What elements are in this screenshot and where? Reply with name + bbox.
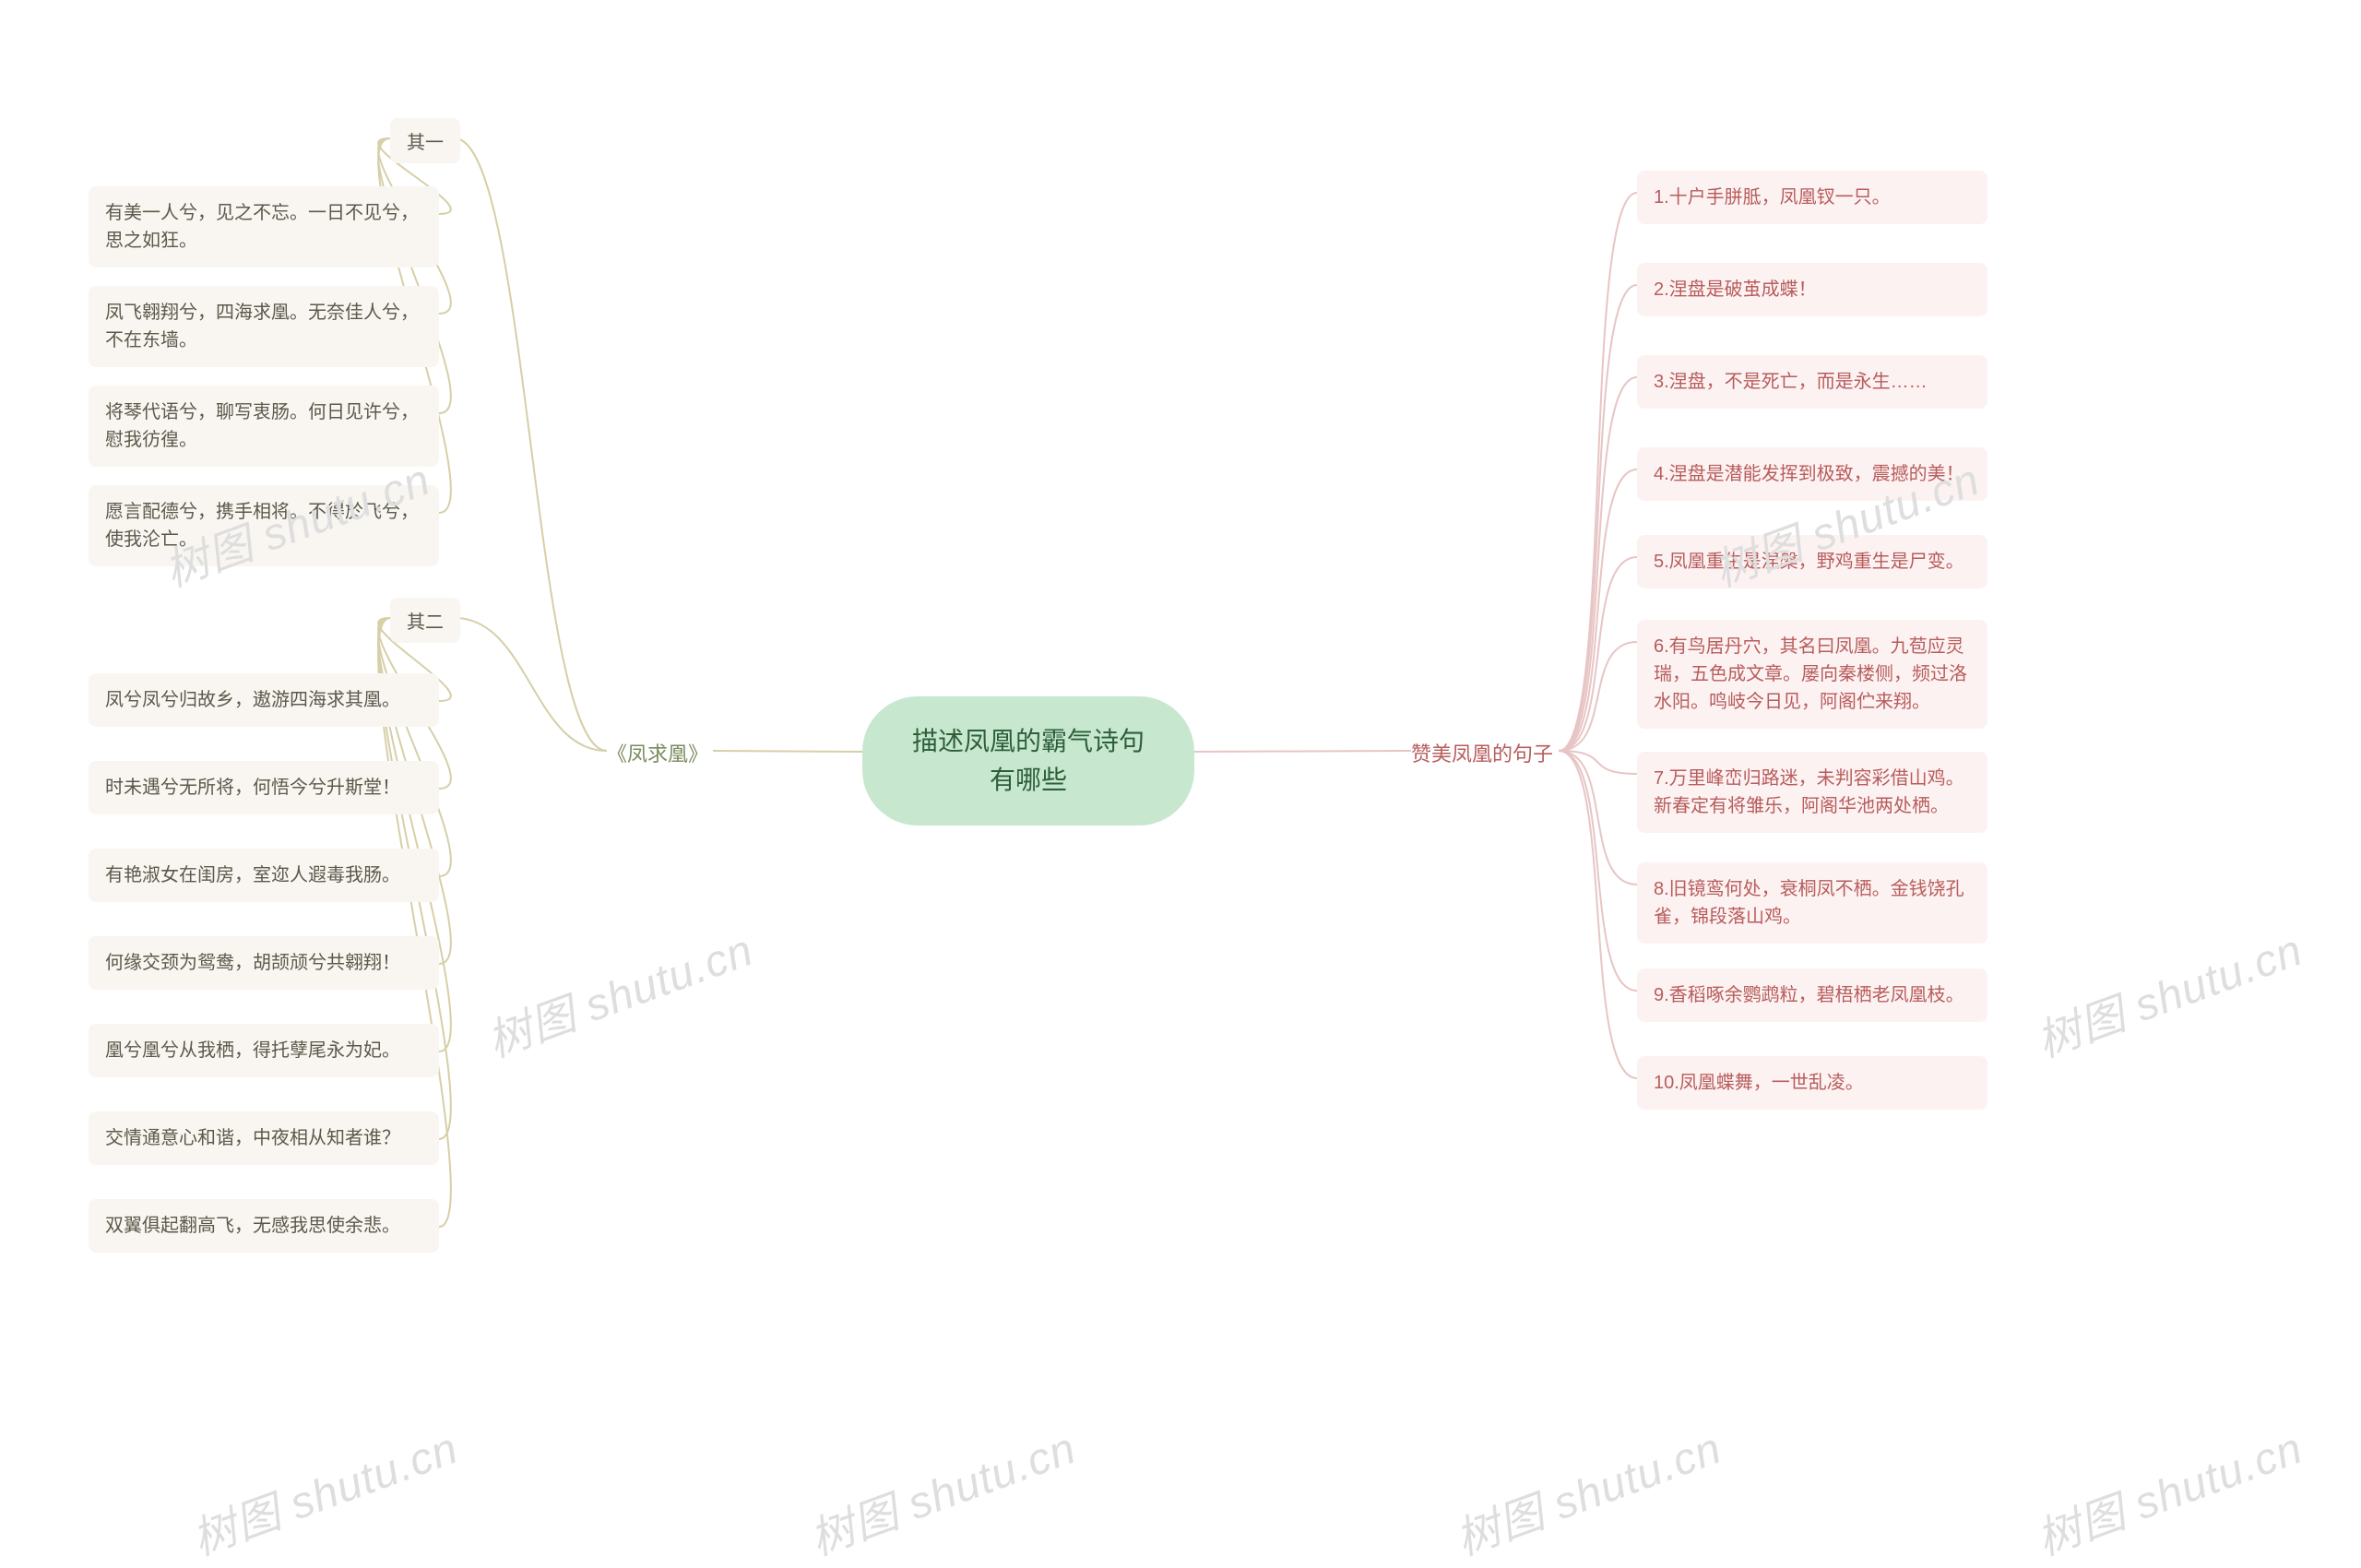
leaf-right: 7.万里峰峦归路迷，未判容彩借山鸡。新春定有将雏乐，阿阁华池两处栖。 — [1637, 752, 1987, 833]
leaf-right: 2.涅盘是破茧成蝶！ — [1637, 263, 1987, 316]
leaf-right: 3.涅盘，不是死亡，而是永生…… — [1637, 355, 1987, 409]
watermark: 树图 shutu.cn — [2026, 1412, 2310, 1568]
leaf-left: 将琴代语兮，聊写衷肠。何日见许兮，慰我彷徨。 — [89, 386, 439, 467]
leaf-left: 何缘交颈为鸳鸯，胡颉颃兮共翱翔！ — [89, 936, 439, 990]
leaf-left: 凤兮凤兮归故乡，遨游四海求其凰。 — [89, 673, 439, 727]
leaf-right: 8.旧镜鸾何处，衰桐凤不栖。金钱饶孔雀，锦段落山鸡。 — [1637, 862, 1987, 944]
leaf-left: 愿言配德兮，携手相将。不得於飞兮，使我沦亡。 — [89, 485, 439, 566]
leaf-right: 1.十户手胼胝，凤凰钗一只。 — [1637, 171, 1987, 224]
leaf-right: 5.凤凰重生是涅槃，野鸡重生是尸变。 — [1637, 535, 1987, 588]
center-node: 描述凤凰的霸气诗句有哪些 — [862, 696, 1194, 826]
right-branch-label: 赞美凤凰的句子 — [1411, 738, 1553, 767]
leaf-left: 交情通意心和谐，中夜相从知者谁？ — [89, 1111, 439, 1165]
leaf-left: 凰兮凰兮从我栖，得托孽尾永为妃。 — [89, 1024, 439, 1077]
watermark: 树图 shutu.cn — [182, 1412, 466, 1568]
leaf-left: 凤飞翱翔兮，四海求凰。无奈佳人兮，不在东墙。 — [89, 286, 439, 367]
group-label: 其二 — [390, 598, 460, 643]
leaf-right: 9.香稻啄余鹦鹉粒，碧梧栖老凤凰枝。 — [1637, 968, 1987, 1022]
leaf-right: 10.凤凰蝶舞，一世乱凌。 — [1637, 1056, 1987, 1110]
leaf-right: 4.涅盘是潜能发挥到极致，震撼的美！ — [1637, 447, 1987, 501]
leaf-left: 有美一人兮，见之不忘。一日不见兮，思之如狂。 — [89, 186, 439, 267]
watermark: 树图 shutu.cn — [2026, 914, 2310, 1070]
watermark: 树图 shutu.cn — [477, 914, 761, 1070]
watermark: 树图 shutu.cn — [1445, 1412, 1729, 1568]
leaf-left: 有艳淑女在闺房，室迩人遐毒我肠。 — [89, 849, 439, 902]
left-branch-label: 《凤求凰》 — [607, 738, 708, 767]
leaf-left: 时未遇兮无所将，何悟今兮升斯堂！ — [89, 761, 439, 814]
watermark: 树图 shutu.cn — [800, 1412, 1084, 1568]
group-label: 其一 — [390, 118, 460, 163]
leaf-left: 双翼俱起翻高飞，无感我思使余悲。 — [89, 1199, 439, 1253]
leaf-right: 6.有鸟居丹穴，其名曰凤凰。九苞应灵瑞，五色成文章。屡向秦楼侧，频过洛水阳。鸣岐… — [1637, 620, 1987, 729]
